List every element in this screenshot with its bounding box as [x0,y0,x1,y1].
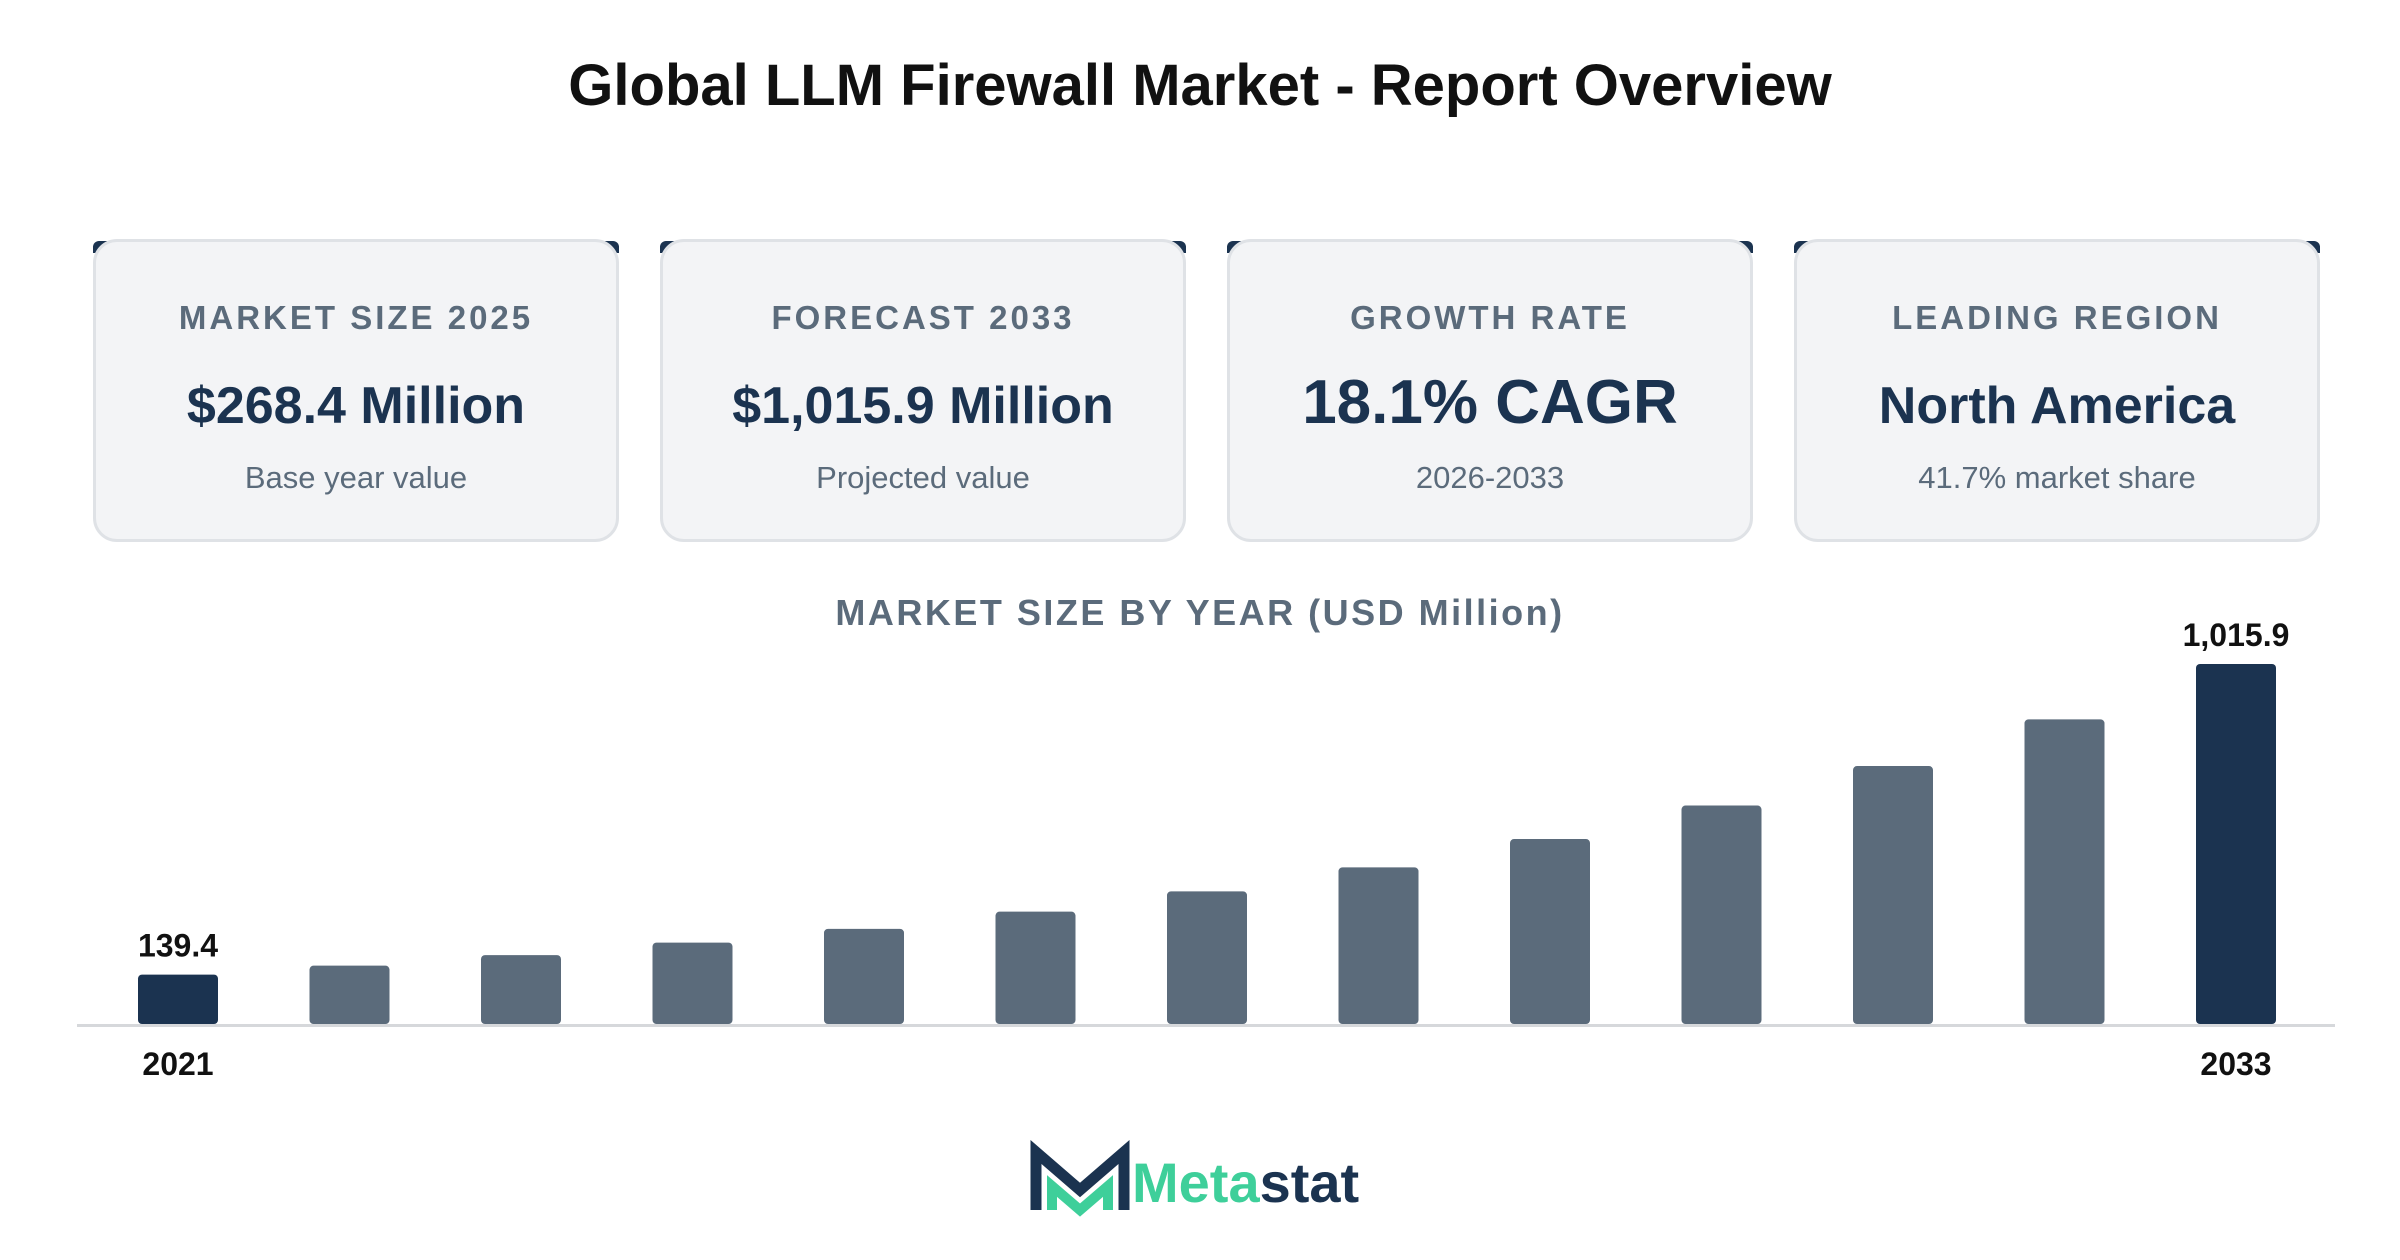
card-subtext: Base year value [244,460,468,495]
card-value: $268.4 Million [186,377,526,435]
card-subtext: 41.7% market share [1918,460,2196,495]
bar-2032 [2024,719,2105,1024]
x-tick-label-2021: 2021 [142,1046,213,1082]
stat-card-market-size: MARKET SIZE 2025 $268.4 Million Base yea… [93,239,619,542]
bar-2021 [138,974,218,1024]
stat-card-growth-rate: GROWTH RATE 18.1% CAGR 2026-2033 [1227,239,1753,542]
bar-2024 [652,942,733,1024]
stat-card-leading-region: LEADING REGION North America 41.7% marke… [1794,239,2320,542]
card-value: 18.1% CAGR [1302,368,1678,437]
data-label-2033: 1,015.9 [2183,617,2290,653]
bar-2023 [481,955,561,1024]
chart-title: MARKET SIZE BY YEAR (USD Million) [835,592,1565,633]
bar-2031 [1853,766,1933,1024]
card-label: MARKET SIZE 2025 [178,299,534,336]
logo-wordmark: Metastat [1132,1150,1359,1215]
card-value: North America [1878,377,2236,435]
card-label: GROWTH RATE [1350,299,1630,336]
card-label: FORECAST 2033 [771,299,1075,336]
bar-2026 [995,911,1076,1024]
data-label-2021: 139.4 [138,928,218,964]
bar-2033 [2196,664,2276,1024]
bar-2028 [1338,867,1419,1024]
bar-2027 [1167,891,1247,1024]
stat-card-forecast: FORECAST 2033 $1,015.9 Million Projected… [660,239,1186,542]
bar-2022 [309,965,390,1024]
card-label: LEADING REGION [1892,299,2222,336]
bar-2030 [1681,805,1762,1024]
page-title: Global LLM Firewall Market - Report Over… [568,53,1832,118]
card-subtext: 2026-2033 [1415,460,1565,495]
card-subtext: Projected value [816,460,1030,495]
card-value: $1,015.9 Million [732,377,1114,435]
x-tick-label-2033: 2033 [2200,1046,2271,1082]
bar-2029 [1510,839,1590,1024]
bar-2025 [824,928,904,1024]
bar-chart: 139.4 2021 1,015.9 2033 [77,617,2335,1082]
logo-mark-icon [1030,1139,1130,1217]
metastat-logo: Metastat [1030,1139,1390,1220]
logo-wordmark-meta: Meta [1132,1151,1260,1214]
logo-wordmark-stat: stat [1259,1151,1360,1214]
